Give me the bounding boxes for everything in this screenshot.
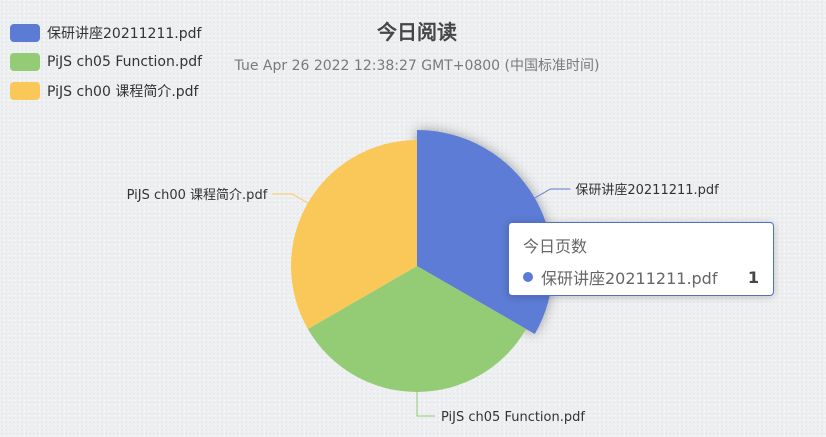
tooltip-name: 保研讲座20211211.pdf [541,269,718,288]
label-line-1 [416,392,435,417]
label-line-0 [534,188,571,199]
chart-subtitle: Tue Apr 26 2022 12:38:27 GMT+0800 (中国标准时… [234,58,600,74]
tooltip: 今日页数 保研讲座20211211.pdf 1 [508,222,774,296]
chart-title: 今日阅读 [377,20,457,44]
legend-swatch-0 [10,23,40,42]
label-line-2 [272,193,309,204]
legend-swatch-2 [10,81,40,100]
slice-label-1: PiJS ch05 Function.pdf [441,410,585,425]
legend-item-1[interactable]: PiJS ch05 Function.pdf [10,47,202,76]
legend-label-1: PiJS ch05 Function.pdf [47,53,203,70]
tooltip-title: 今日页数 [523,237,588,256]
chart-legend: 保研讲座20211211.pdf PiJS ch05 Function.pdf … [10,18,202,105]
slice-label-2: PiJS ch00 课程简介.pdf [127,187,268,203]
legend-swatch-1 [10,52,40,71]
tooltip-value: 1 [747,267,759,287]
legend-item-0[interactable]: 保研讲座20211211.pdf [10,18,202,47]
slice-label-0: 保研讲座20211211.pdf [575,183,719,198]
tooltip-row: 保研讲座20211211.pdf 1 [523,265,759,289]
legend-label-2: PiJS ch00 课程简介.pdf [47,83,199,100]
pie-slice-2[interactable] [291,140,417,329]
legend-label-0: 保研讲座20211211.pdf [47,25,202,42]
tooltip-dot [523,272,533,282]
legend-item-2[interactable]: PiJS ch00 课程简介.pdf [10,76,202,105]
